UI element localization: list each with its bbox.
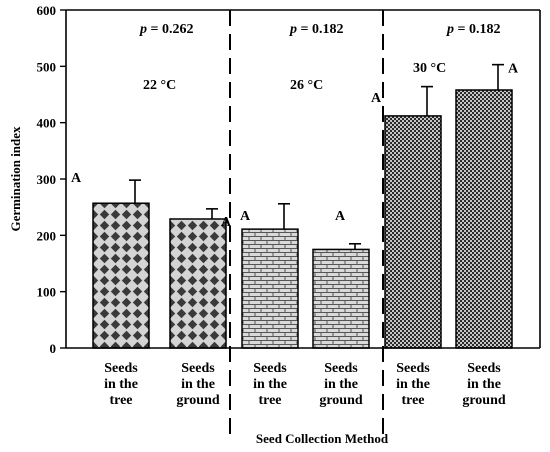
y-tick-label: 600 [37, 3, 57, 18]
y-tick-label: 500 [37, 59, 57, 74]
x-category-label-line: ground [176, 393, 220, 408]
x-category-label-line: in the [253, 377, 287, 392]
bar [169, 218, 227, 349]
y-axis-label: Germination index [8, 126, 23, 232]
bar [312, 248, 370, 349]
bar [384, 115, 442, 349]
x-category-label-line: Seeds [324, 361, 358, 376]
significance-letter: A [335, 209, 346, 224]
p-value-label: p = 0.182 [289, 22, 343, 37]
x-category-label-line: in the [467, 377, 501, 392]
x-category-label-line: in the [324, 377, 358, 392]
x-category-label-line: tree [109, 393, 132, 408]
significance-letter: A [240, 209, 251, 224]
p-symbol: p [139, 22, 147, 37]
p-value-label: p = 0.182 [446, 22, 500, 37]
x-category-label-line: ground [462, 393, 506, 408]
y-tick-label: 300 [37, 172, 57, 187]
temperature-label: 22 °C [143, 78, 176, 93]
x-category-label-line: Seeds [467, 361, 501, 376]
p-value-text: = 0.182 [297, 22, 343, 37]
p-value-text: = 0.182 [454, 22, 500, 37]
x-category-label-line: tree [258, 393, 281, 408]
x-category-label-line: Seeds [104, 361, 138, 376]
p-value-label: p = 0.262 [139, 22, 193, 37]
y-tick-label: 400 [37, 116, 57, 131]
bar [455, 89, 513, 349]
x-category-label-line: in the [396, 377, 430, 392]
temperature-label: 26 °C [290, 78, 323, 93]
x-category-label-line: Seeds [253, 361, 287, 376]
x-category-label-line: Seeds [181, 361, 215, 376]
p-symbol: p [446, 22, 454, 37]
y-tick-label: 200 [37, 228, 57, 243]
temperature-label: 30 °C [413, 61, 446, 76]
significance-letter: A [221, 215, 232, 230]
y-tick-label: 0 [50, 341, 57, 356]
x-category-label-line: ground [319, 393, 363, 408]
x-axis-label: Seed Collection Method [256, 431, 389, 446]
p-value-text: = 0.262 [147, 22, 193, 37]
x-category-label-line: tree [401, 393, 424, 408]
bar [92, 202, 150, 349]
x-category-label-line: Seeds [396, 361, 430, 376]
bar [241, 228, 299, 349]
x-category-label-line: in the [181, 377, 215, 392]
significance-letter: A [71, 171, 82, 186]
significance-letter: A [371, 91, 382, 106]
p-symbol: p [289, 22, 297, 37]
y-tick-label: 100 [37, 285, 57, 300]
significance-letter: A [508, 62, 519, 77]
x-category-label-line: in the [104, 377, 138, 392]
